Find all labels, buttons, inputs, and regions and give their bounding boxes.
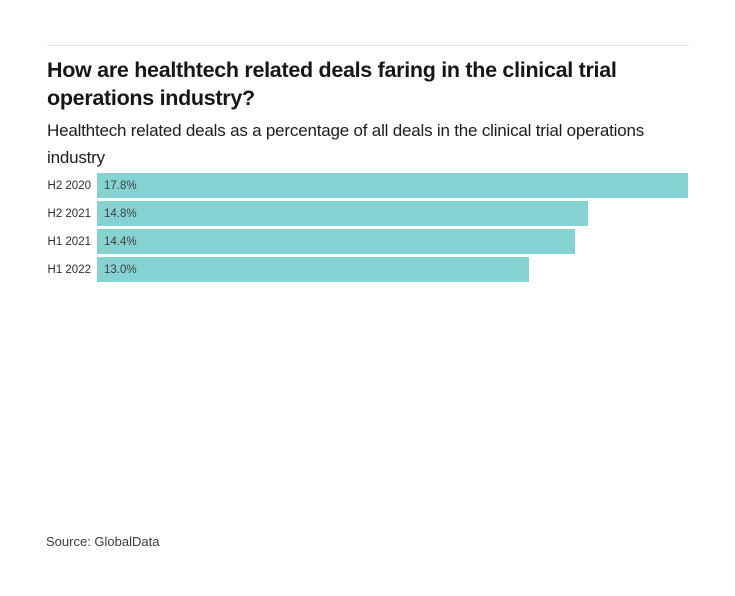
bar-track: 14.8% [97,201,688,226]
bar-row: H2 2021 14.8% [47,201,688,226]
bar-category-label: H1 2021 [47,235,91,248]
bar-category-label: H1 2022 [47,263,91,276]
chart-page: How are healthtech related deals faring … [0,45,735,596]
bar-track: 14.4% [97,229,688,254]
bar-chart: H2 2020 17.8% H2 2021 14.8% H1 2021 14.4… [47,173,688,282]
top-divider [47,45,689,46]
bar-track: 13.0% [97,257,688,282]
source-note: Source: GlobalData [46,534,160,549]
bar-category-label: H2 2021 [47,207,91,220]
bar: 14.4% [97,229,576,254]
bar-row: H1 2022 13.0% [47,257,688,282]
bar: 14.8% [97,201,589,226]
bar-row: H2 2020 17.8% [47,173,688,198]
bar-track: 17.8% [97,173,688,198]
bar: 17.8% [97,173,688,198]
bar: 13.0% [97,257,529,282]
bar-category-label: H2 2020 [47,179,91,192]
bar-value-label: 17.8% [104,179,137,192]
bar-value-label: 14.8% [104,207,137,220]
page-subtitle: Healthtech related deals as a percentage… [47,121,645,167]
bar-value-label: 14.4% [104,235,137,248]
bar-row: H1 2021 14.4% [47,229,688,254]
page-title: How are healthtech related deals faring … [47,58,617,110]
bar-value-label: 13.0% [104,263,137,276]
